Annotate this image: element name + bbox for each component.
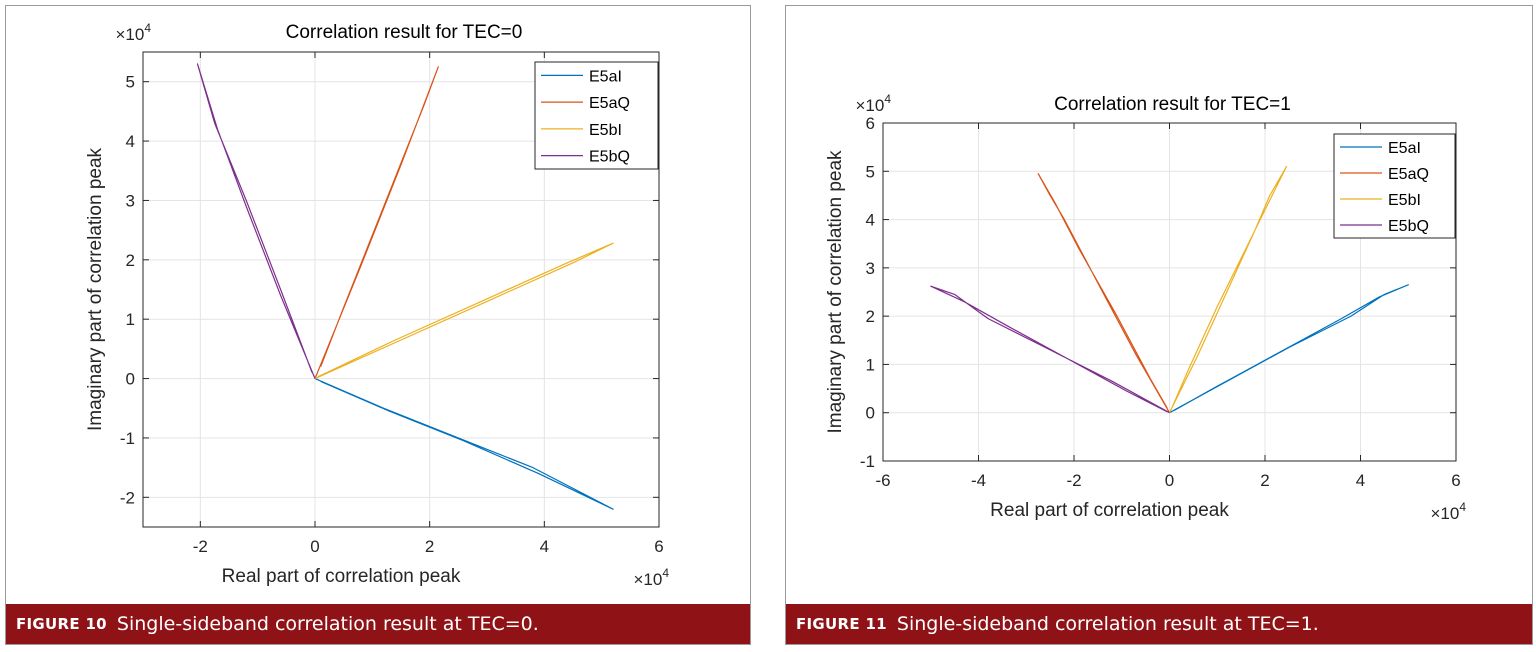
fig1-y-tick-label: 0 [866,404,875,423]
figure-10-caption-label: FIGURE 10 [16,615,107,633]
fig1-series-line-e5aq [1037,173,1171,413]
fig0-chart-title: Correlation result for TEC=0 [286,22,523,43]
figure-10-panel: -2 0 2 4 6 -2 -1 0 1 2 3 4 5 Correlation result for T… [5,5,751,645]
fig1-y-tick-label: 4 [866,211,875,230]
fig0-legend-label-e5ai: E5aI [589,68,622,85]
fig0-legend-label-e5bq: E5bQ [589,149,630,166]
fig0-y-axis-label: Imaginary part of correlation peak [85,147,106,431]
fig0-y-tick-label: -2 [120,488,135,507]
figure-11-panel: -6 -4 -2 0 2 4 6 -1 0 1 2 3 4 5 6 Correlation result fo… [785,5,1533,645]
fig1-x-multiplier: ×104 [1430,500,1466,523]
fig0-legend-label-e5bi: E5bI [589,122,622,139]
fig0-x-tick-label: 6 [654,537,663,556]
fig1-y-tick-label: -1 [860,452,875,471]
fig1-y-multiplier-base: ×10 [855,96,884,115]
fig0-x-multiplier-base: ×10 [633,570,662,589]
fig0-y-tick-label: 1 [126,310,135,329]
fig1-legend-label-e5ai: E5aI [1388,140,1421,157]
fig1-y-axis-label: Imaginary part of correlation peak [825,150,846,434]
fig1-y-tick-label: 5 [866,162,875,181]
fig1-x-multiplier-exp: 4 [1459,500,1466,514]
fig1-x-multiplier-base: ×10 [1430,504,1459,523]
fig0-legend-box [534,61,659,170]
fig1-series-line-e5ai [1169,284,1409,414]
fig0-y-tick-label: -1 [120,429,135,448]
figure-10-chart: -2 0 2 4 6 -2 -1 0 1 2 3 4 5 Correlation result for T… [85,21,669,589]
fig0-axes-box [142,51,660,528]
fig0-y-tick-label: 0 [126,370,135,389]
fig0-series-line-e5bi [314,242,614,380]
fig1-legend-label-e5aq: E5aQ [1388,166,1429,183]
figure-11-caption-text: Single-sideband correlation result at TE… [896,613,1319,635]
fig1-y-tick-label: 6 [866,114,875,133]
fig1-x-tick-label: 2 [1260,471,1269,490]
fig1-y-multiplier: ×104 [855,92,891,115]
fig1-series-line-e5bq [930,285,1170,414]
fig0-x-multiplier: ×104 [633,566,669,589]
fig1-legend-box [1333,133,1456,239]
fig1-y-multiplier-exp: 4 [884,92,891,106]
fig0-x-tick-label: 4 [540,537,549,556]
fig1-x-tick-label: 0 [1165,471,1174,490]
figure-10-caption-text: Single-sideband correlation result at TE… [116,613,539,635]
fig1-chart-title: Correlation result for TEC=1 [1054,94,1291,115]
fig0-y-multiplier-base: ×10 [115,25,144,44]
fig0-y-multiplier: ×104 [115,21,151,44]
fig0-legend-label-e5aq: E5aQ [589,95,630,112]
fig0-y-tick-label: 2 [126,251,135,270]
fig1-x-tick-label: -2 [1066,471,1081,490]
fig1-y-tick-label: 3 [866,259,875,278]
fig0-x-tick-label: 0 [310,537,319,556]
fig1-x-axis-label: Real part of correlation peak [990,500,1229,521]
fig0-x-tick-label: -2 [193,537,208,556]
fig1-x-tick-label: 4 [1356,471,1365,490]
fig0-series-line-e5bq [196,63,316,379]
fig0-series-line-e5aq [314,66,439,379]
fig0-x-multiplier-exp: 4 [662,566,669,580]
figure-10-caption: FIGURE 10 Single-sideband correlation re… [6,604,750,644]
fig0-x-tick-label: 2 [425,537,434,556]
fig1-series-line-e5bi [1168,165,1288,413]
fig0-y-tick-label: 4 [126,132,135,151]
fig0-y-multiplier-exp: 4 [144,21,151,35]
fig1-y-tick-label: 2 [866,307,875,326]
fig1-x-tick-label: -6 [875,471,890,490]
figure-11-caption: FIGURE 11 Single-sideband correlation re… [786,604,1532,644]
fig1-x-tick-label: -4 [971,471,986,490]
fig0-x-axis-label: Real part of correlation peak [222,566,461,587]
fig0-y-tick-label: 5 [126,73,135,92]
fig1-legend-label-e5bi: E5bI [1388,192,1421,209]
figure-11-caption-label: FIGURE 11 [796,615,887,633]
fig0-y-tick-label: 3 [126,191,135,210]
fig0-series-line-e5ai [314,378,614,510]
fig1-y-tick-label: 1 [866,355,875,374]
fig1-legend-label-e5bq: E5bQ [1388,218,1429,235]
fig1-x-tick-label: 6 [1451,471,1460,490]
